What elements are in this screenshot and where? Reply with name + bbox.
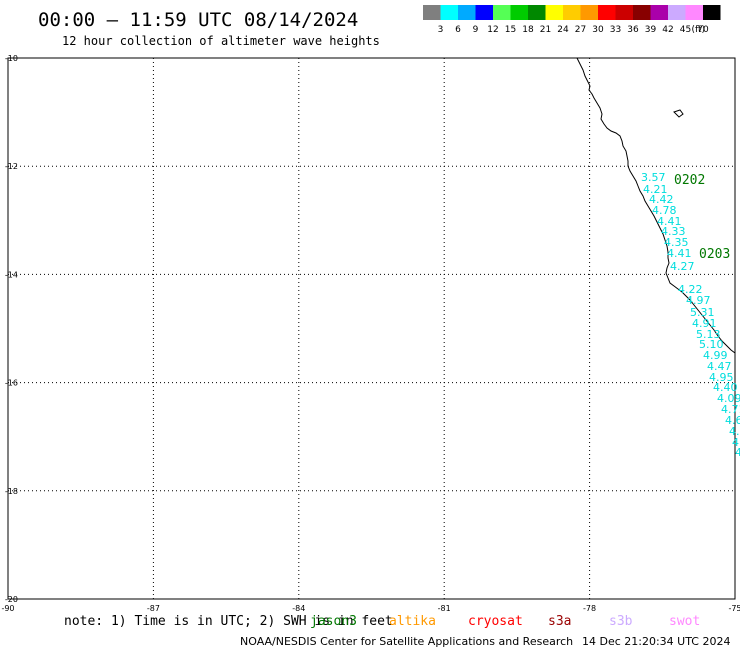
track-label-0203: 0203 [699, 247, 730, 262]
legend-label: 21 [540, 25, 551, 35]
legend-swatch [615, 5, 633, 20]
y-tick-label: -10 [5, 54, 18, 63]
wave-height-value: 4.91 [692, 317, 717, 330]
x-tick-label: -81 [438, 604, 451, 613]
wave-height-value: 5.10 [699, 338, 724, 351]
satellite-label: altika [389, 614, 436, 629]
map-frame [7, 57, 736, 600]
legend-label: 15 [505, 25, 516, 35]
wave-height-value: 4.41 [657, 215, 682, 228]
x-tick-label: -87 [147, 604, 160, 613]
legend-unit: (ft) [691, 25, 705, 35]
y-tick-label: -14 [5, 270, 18, 279]
footer-timestamp: 14 Dec 21:20:34 UTC 2024 [582, 635, 730, 648]
axis-tick-labels: -90 -87 -84 -81 -78 -75 -10 -12 -14 -16 -18 -20 [1, 54, 740, 613]
wave-height-value: 4.22 [678, 283, 703, 296]
legend-swatch [598, 5, 616, 20]
map-subtitle: 12 hour collection of altimeter wave hei… [62, 34, 380, 48]
wave-height-value: 4.47 [707, 360, 732, 373]
legend-swatch [458, 5, 476, 20]
footer-note: note: 1) Time is in UTC; 2) SWH is in fe… [64, 614, 393, 629]
legend-label: 27 [575, 25, 586, 35]
legend-label: 9 [473, 25, 479, 35]
legend-label: 12 [487, 25, 498, 35]
satellite-label: swot [669, 614, 700, 629]
footer-credit: NOAA/NESDIS Center for Satellite Applica… [240, 635, 573, 648]
legend-swatch [685, 5, 703, 20]
coastline [576, 57, 736, 354]
legend-swatch [703, 5, 721, 20]
legend-label: 6 [455, 25, 461, 35]
wave-height-value: 4.95 [709, 371, 734, 384]
y-tick-label: -16 [5, 379, 18, 388]
wave-height-value: 4.99 [703, 349, 728, 362]
island [673, 109, 684, 118]
x-tick-label: -84 [292, 604, 305, 613]
wave-height-legend: 3 6 9 12 15 18 21 24 27 30 33 36 39 42 45 70(ft) [423, 5, 721, 35]
x-tick-label: -90 [1, 604, 14, 613]
satellite-legend: jason3 altika cryosat s3a s3b swot [310, 614, 700, 629]
wave-height-value: 4.41 [667, 247, 692, 260]
legend-swatch [545, 5, 563, 20]
x-tick-label: -78 [583, 604, 596, 613]
satellite-label: cryosat [468, 614, 523, 629]
legend-swatch [510, 5, 528, 20]
wave-height-value: 4. [735, 446, 740, 459]
wave-height-value: 4.71 [721, 403, 740, 416]
satellite-label: s3b [609, 614, 633, 629]
wave-height-value: 4.40 [713, 381, 738, 394]
wave-height-value: 4.33 [661, 225, 686, 238]
legend-swatch [580, 5, 598, 20]
legend-label: 36 [627, 25, 639, 35]
legend-swatch [528, 5, 546, 20]
legend-swatch [440, 5, 458, 20]
y-tick-label: -20 [5, 595, 18, 604]
legend-swatch [650, 5, 668, 20]
legend-label: 18 [522, 25, 534, 35]
legend-label: 42 [662, 25, 673, 35]
legend-swatch [633, 5, 651, 20]
legend-label: 70 [697, 25, 709, 35]
legend-label: 24 [557, 25, 569, 35]
wave-height-value: 4.42 [649, 193, 674, 206]
wave-height-value: 5.13 [696, 328, 721, 341]
lat-lon-grid [8, 58, 735, 599]
legend-swatch [475, 5, 493, 20]
legend-swatch [563, 5, 581, 20]
legend-swatch [668, 5, 686, 20]
wave-height-value: 4.35 [664, 236, 689, 249]
legend-label: 45 [680, 25, 691, 35]
satellite-label: s3a [548, 614, 571, 629]
wave-height-readings: 3.574.214.424.784.414.334.354.414.274.22… [641, 171, 740, 459]
wave-height-value: 4.09 [717, 392, 740, 405]
wave-height-value: 3.57 [641, 171, 666, 184]
legend-label: 33 [610, 25, 621, 35]
y-tick-label: -18 [5, 487, 18, 496]
wave-height-value: 4.97 [686, 294, 711, 307]
legend-label: 39 [645, 25, 657, 35]
legend-label: 30 [592, 25, 604, 35]
wave-height-value: 5.31 [690, 306, 715, 319]
wave-height-value: 4.21 [643, 183, 668, 196]
wave-height-value: 4. [729, 425, 740, 438]
wave-height-value: 4.78 [652, 204, 677, 217]
x-tick-label: -75 [728, 604, 740, 613]
legend-swatch [493, 5, 511, 20]
y-tick-label: -12 [5, 162, 18, 171]
map-title: 00:00 – 11:59 UTC 08/14/2024 [38, 9, 358, 31]
wave-height-value: 4.27 [670, 260, 695, 273]
wave-height-value: 4. [732, 436, 740, 449]
track-label-0202: 0202 [674, 173, 705, 188]
satellite-label: jason3 [310, 614, 357, 629]
legend-label: 3 [438, 25, 444, 35]
wave-height-value: 4.6 [725, 414, 740, 427]
legend-swatch [423, 5, 441, 20]
